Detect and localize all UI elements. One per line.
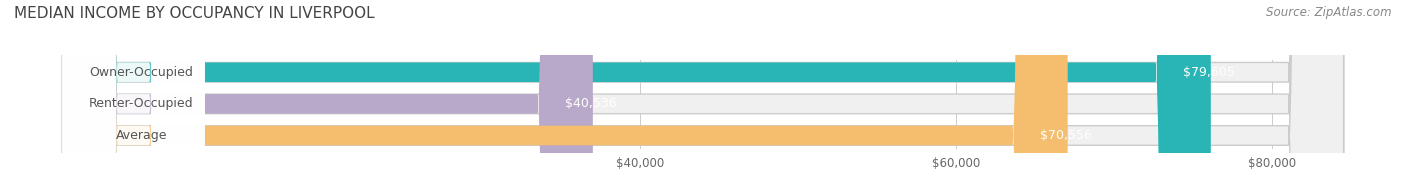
FancyBboxPatch shape: [62, 0, 1211, 196]
Text: Renter-Occupied: Renter-Occupied: [89, 97, 194, 110]
Text: Source: ZipAtlas.com: Source: ZipAtlas.com: [1267, 6, 1392, 19]
Text: $40,536: $40,536: [565, 97, 617, 110]
FancyBboxPatch shape: [62, 0, 1067, 196]
Text: $79,605: $79,605: [1182, 66, 1234, 79]
Text: Owner-Occupied: Owner-Occupied: [90, 66, 194, 79]
FancyBboxPatch shape: [62, 0, 1344, 196]
FancyBboxPatch shape: [62, 0, 205, 196]
FancyBboxPatch shape: [62, 0, 205, 196]
Text: $70,556: $70,556: [1039, 129, 1091, 142]
Text: MEDIAN INCOME BY OCCUPANCY IN LIVERPOOL: MEDIAN INCOME BY OCCUPANCY IN LIVERPOOL: [14, 6, 374, 21]
FancyBboxPatch shape: [62, 0, 1344, 196]
FancyBboxPatch shape: [62, 0, 593, 196]
FancyBboxPatch shape: [62, 0, 1344, 196]
FancyBboxPatch shape: [62, 0, 205, 196]
Text: Average: Average: [115, 129, 167, 142]
